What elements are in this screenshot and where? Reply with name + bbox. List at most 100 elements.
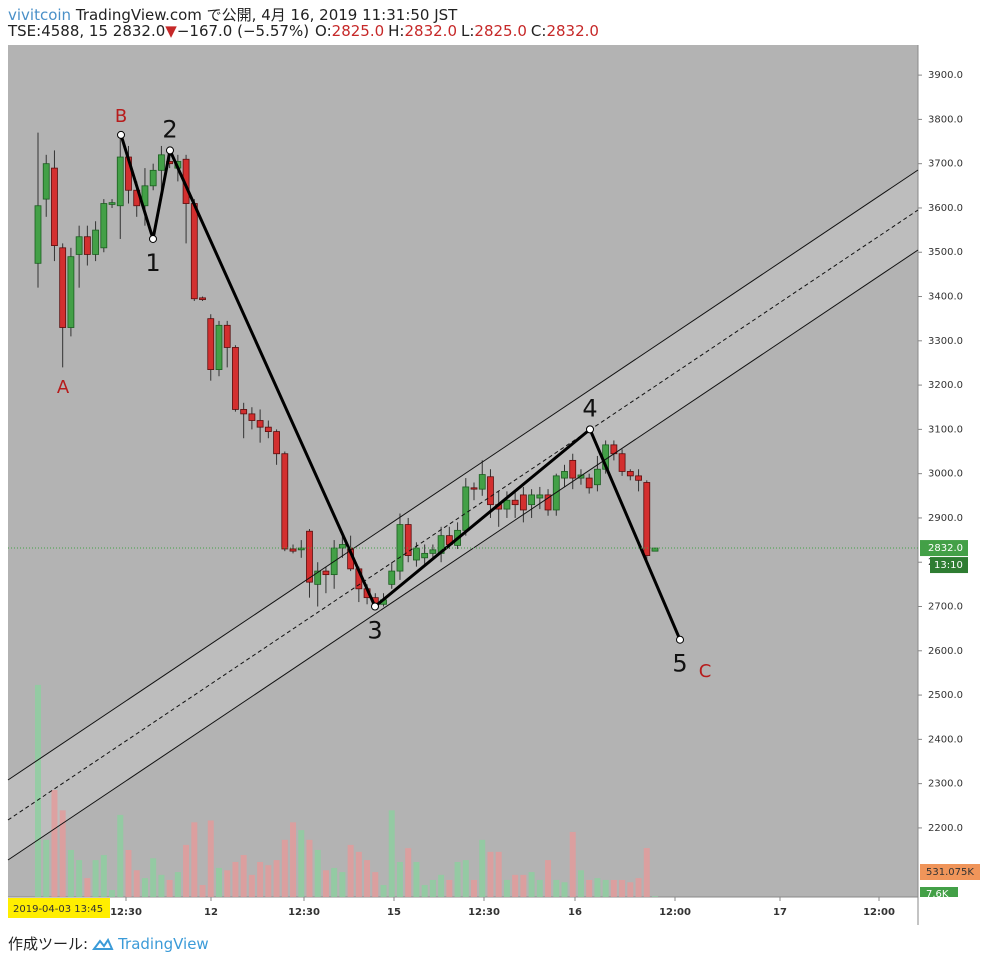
candle-body (396, 524, 404, 572)
y-tick-label: 3400.0 (928, 292, 963, 303)
wave-line (119, 134, 682, 641)
candle-body (421, 552, 429, 559)
candle-body (190, 203, 198, 300)
volume-bar (183, 844, 190, 897)
volume-bar (51, 790, 58, 897)
candle-body (59, 247, 67, 328)
volume-bar (347, 844, 354, 897)
candle-body (314, 570, 322, 585)
volume-layer (35, 684, 658, 897)
x-tick-label: 17 (773, 907, 787, 918)
made-with: 作成ツール: (8, 935, 89, 953)
volume-bar (76, 860, 83, 897)
volume-bar (215, 867, 222, 897)
volume-bar (306, 839, 313, 897)
candle-body (232, 347, 239, 410)
candle-body (289, 548, 297, 552)
volume-bar (619, 879, 626, 897)
wave-label: 2 (162, 115, 177, 143)
candle-body (67, 256, 75, 328)
volume-bar (610, 879, 617, 897)
x-tick-label: 12:30 (288, 907, 320, 918)
volume-bar (495, 851, 502, 897)
volume-bar (174, 872, 181, 897)
x-tick-label: 12:30 (110, 907, 142, 918)
candle-body (594, 468, 601, 486)
x-tick-label: 15 (387, 907, 401, 918)
volume-bar (545, 860, 552, 897)
ohlc-label: O: (315, 22, 332, 40)
candle-body (338, 544, 346, 549)
ohlc-label: L: (461, 22, 475, 40)
volume-bar (536, 879, 543, 897)
wave-label: 1 (145, 249, 160, 277)
wave-point (676, 635, 684, 644)
candle-body (569, 459, 577, 479)
volume-bar (487, 851, 494, 897)
candle-body (478, 474, 486, 490)
volume-bar (553, 879, 560, 897)
volume-bar (479, 839, 486, 897)
y-tick-label: 2500.0 (928, 690, 963, 701)
candle-body (487, 476, 494, 506)
channel-mid (7, 209, 919, 821)
volume-bar (652, 896, 658, 897)
volume-bar (421, 885, 428, 897)
volume-bar (594, 878, 601, 897)
axis-layer: 2200.02300.02400.02500.02600.02700.02800… (8, 70, 980, 918)
ohlc-label: H: (388, 22, 405, 40)
volume-bar (199, 885, 206, 897)
y-tick-label: 2300.0 (928, 779, 963, 790)
y-tick-label: 3600.0 (928, 203, 963, 214)
candle-body (75, 236, 83, 255)
volume-bar (117, 814, 124, 897)
x-tick-label: 12:00 (863, 907, 895, 918)
candle-body (404, 524, 412, 556)
volume-bar (627, 882, 634, 897)
candle-body (42, 163, 50, 200)
volume-bar (512, 874, 519, 897)
candle-body (429, 549, 437, 554)
cursor-date-box (8, 898, 110, 918)
volume-bar (273, 860, 280, 897)
volume-bar (166, 879, 173, 897)
y-tick-label: 2700.0 (928, 602, 963, 613)
volume-bar (290, 822, 297, 897)
volume-bar (224, 870, 231, 897)
volume-bar (43, 839, 50, 897)
candle-body (215, 324, 223, 370)
wave-point (166, 146, 174, 155)
volume-bar (141, 878, 148, 897)
cursor-date: 2019-04-03 13:45 (13, 904, 103, 915)
volume-bar (281, 839, 288, 897)
brand[interactable]: TradingView (118, 934, 209, 953)
candle-body (536, 494, 544, 499)
volume-bar (413, 861, 420, 897)
countdown: 13:10 (934, 560, 963, 571)
y-tick-label: 2900.0 (928, 513, 963, 524)
candle-body (83, 236, 91, 255)
publisher[interactable]: vivitcoin (8, 6, 72, 24)
volume-label-box (920, 887, 958, 897)
wave-point (149, 234, 157, 243)
volume-bar (438, 874, 445, 897)
change: −167.0 (−5.57%) (176, 22, 310, 40)
volume-bar (561, 882, 568, 897)
volume-bar (248, 874, 255, 897)
countdown-box (930, 557, 968, 574)
ohlc-value: 2825.0 (331, 22, 385, 40)
candle-body (141, 185, 149, 207)
volume-bar (257, 861, 264, 897)
logo (92, 937, 114, 950)
volume-bar (158, 874, 165, 897)
candle-body (116, 156, 124, 207)
volume-label-box (920, 864, 980, 880)
candle-body (281, 453, 289, 550)
candle-body (108, 202, 116, 205)
volume-bar (405, 848, 412, 897)
volume-bar (380, 885, 387, 897)
y-tick-label: 2600.0 (928, 646, 963, 657)
candle-body (577, 474, 585, 479)
